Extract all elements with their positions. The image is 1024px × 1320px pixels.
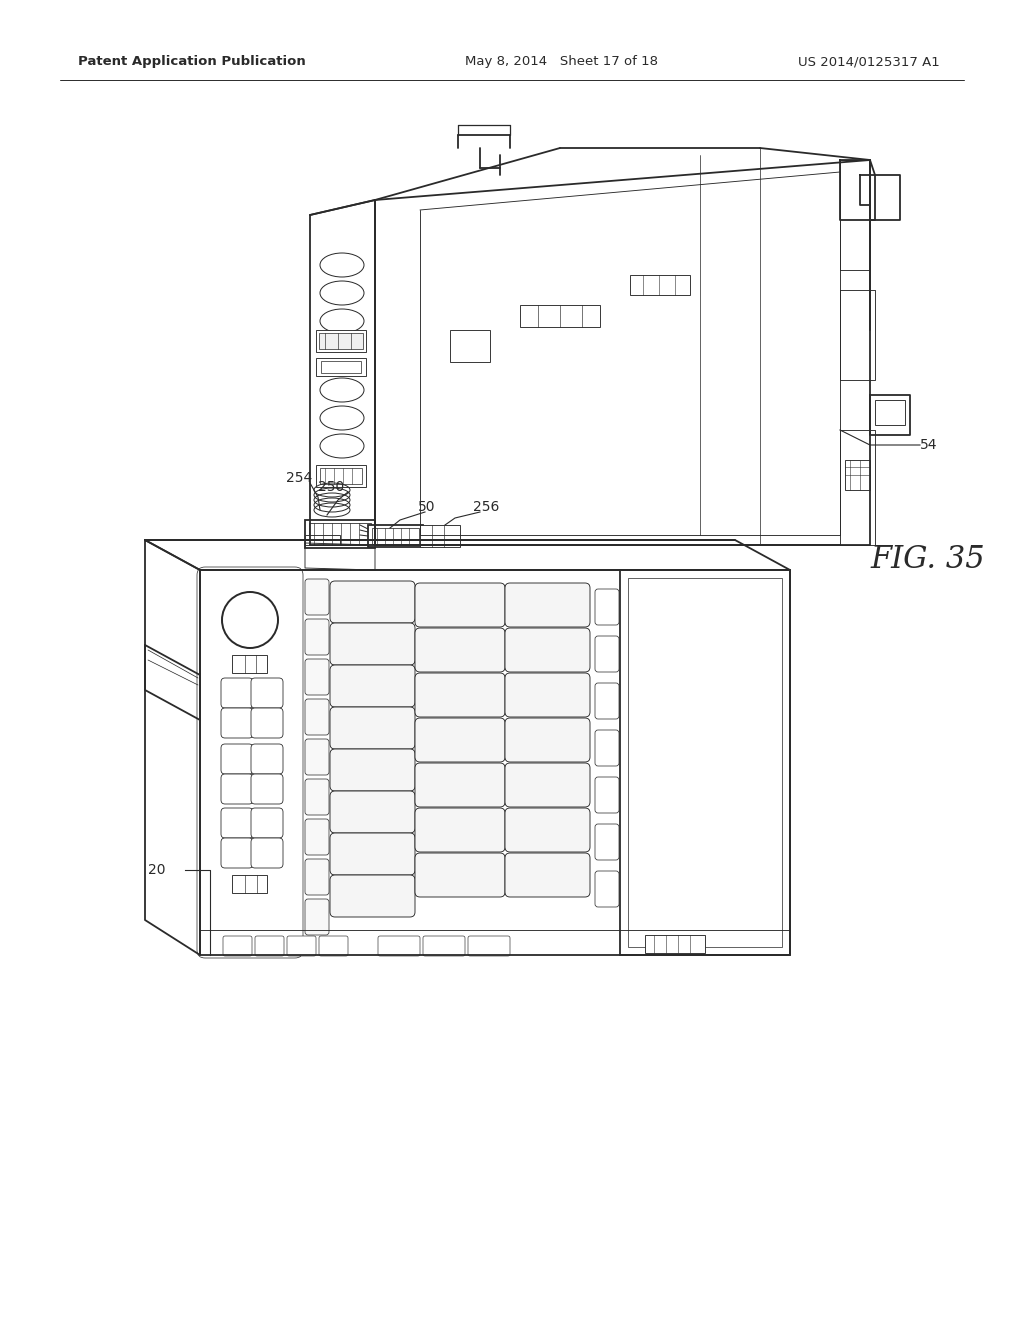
Bar bbox=[316, 358, 366, 376]
FancyBboxPatch shape bbox=[505, 853, 590, 898]
FancyBboxPatch shape bbox=[221, 744, 253, 774]
Text: 254: 254 bbox=[286, 471, 312, 484]
Bar bbox=[232, 875, 267, 894]
FancyBboxPatch shape bbox=[330, 791, 415, 833]
FancyBboxPatch shape bbox=[330, 708, 415, 748]
FancyBboxPatch shape bbox=[251, 838, 283, 869]
FancyBboxPatch shape bbox=[595, 682, 618, 719]
FancyBboxPatch shape bbox=[595, 636, 618, 672]
Bar bbox=[874, 400, 905, 425]
FancyBboxPatch shape bbox=[595, 589, 618, 624]
FancyBboxPatch shape bbox=[415, 763, 505, 807]
Bar bbox=[372, 528, 419, 544]
Text: 256: 256 bbox=[473, 500, 500, 513]
FancyBboxPatch shape bbox=[305, 619, 329, 655]
FancyBboxPatch shape bbox=[330, 581, 415, 623]
Text: 50: 50 bbox=[418, 500, 435, 513]
FancyBboxPatch shape bbox=[505, 718, 590, 762]
FancyBboxPatch shape bbox=[595, 777, 618, 813]
Text: US 2014/0125317 A1: US 2014/0125317 A1 bbox=[799, 55, 940, 69]
Bar bbox=[450, 330, 490, 362]
FancyBboxPatch shape bbox=[223, 936, 252, 956]
Text: May 8, 2014   Sheet 17 of 18: May 8, 2014 Sheet 17 of 18 bbox=[465, 55, 658, 69]
Text: Patent Application Publication: Patent Application Publication bbox=[78, 55, 306, 69]
FancyBboxPatch shape bbox=[595, 871, 618, 907]
FancyBboxPatch shape bbox=[251, 744, 283, 774]
FancyBboxPatch shape bbox=[287, 936, 316, 956]
FancyBboxPatch shape bbox=[330, 833, 415, 875]
FancyBboxPatch shape bbox=[305, 859, 329, 895]
Bar bbox=[316, 330, 366, 352]
FancyBboxPatch shape bbox=[330, 748, 415, 791]
FancyBboxPatch shape bbox=[251, 774, 283, 804]
Bar bbox=[620, 570, 790, 954]
FancyBboxPatch shape bbox=[197, 568, 303, 958]
Bar bbox=[368, 525, 423, 546]
FancyBboxPatch shape bbox=[221, 678, 253, 708]
Text: FIG. 35: FIG. 35 bbox=[870, 544, 985, 576]
Bar bbox=[630, 275, 690, 294]
Text: 20: 20 bbox=[148, 863, 166, 876]
Bar bbox=[232, 655, 267, 673]
FancyBboxPatch shape bbox=[378, 936, 420, 956]
Bar bbox=[305, 535, 340, 545]
Bar bbox=[645, 935, 705, 953]
FancyBboxPatch shape bbox=[468, 936, 510, 956]
FancyBboxPatch shape bbox=[415, 808, 505, 851]
Bar bbox=[628, 578, 782, 946]
FancyBboxPatch shape bbox=[221, 808, 253, 838]
FancyBboxPatch shape bbox=[221, 838, 253, 869]
FancyBboxPatch shape bbox=[330, 875, 415, 917]
FancyBboxPatch shape bbox=[305, 779, 329, 814]
Bar bbox=[319, 333, 362, 348]
Text: 54: 54 bbox=[920, 438, 938, 451]
FancyBboxPatch shape bbox=[305, 700, 329, 735]
Bar bbox=[319, 469, 362, 484]
FancyBboxPatch shape bbox=[505, 763, 590, 807]
FancyBboxPatch shape bbox=[595, 730, 618, 766]
Bar bbox=[316, 465, 366, 487]
FancyBboxPatch shape bbox=[330, 665, 415, 708]
Bar bbox=[845, 459, 870, 490]
Bar bbox=[309, 523, 371, 545]
FancyBboxPatch shape bbox=[415, 628, 505, 672]
FancyBboxPatch shape bbox=[305, 899, 329, 935]
FancyBboxPatch shape bbox=[251, 808, 283, 838]
FancyBboxPatch shape bbox=[251, 708, 283, 738]
FancyBboxPatch shape bbox=[221, 708, 253, 738]
FancyBboxPatch shape bbox=[415, 853, 505, 898]
FancyBboxPatch shape bbox=[255, 936, 284, 956]
Bar bbox=[420, 525, 460, 546]
FancyBboxPatch shape bbox=[505, 673, 590, 717]
FancyBboxPatch shape bbox=[251, 678, 283, 708]
Text: 250: 250 bbox=[318, 480, 344, 494]
FancyBboxPatch shape bbox=[415, 673, 505, 717]
FancyBboxPatch shape bbox=[423, 936, 465, 956]
FancyBboxPatch shape bbox=[505, 808, 590, 851]
Bar bbox=[321, 360, 361, 374]
FancyBboxPatch shape bbox=[305, 739, 329, 775]
FancyBboxPatch shape bbox=[319, 936, 348, 956]
FancyBboxPatch shape bbox=[221, 774, 253, 804]
FancyBboxPatch shape bbox=[305, 659, 329, 696]
Bar bbox=[200, 570, 300, 954]
Bar bbox=[305, 520, 375, 548]
Bar bbox=[520, 305, 600, 327]
FancyBboxPatch shape bbox=[305, 818, 329, 855]
FancyBboxPatch shape bbox=[415, 583, 505, 627]
FancyBboxPatch shape bbox=[505, 583, 590, 627]
FancyBboxPatch shape bbox=[305, 579, 329, 615]
FancyBboxPatch shape bbox=[330, 623, 415, 665]
FancyBboxPatch shape bbox=[415, 718, 505, 762]
FancyBboxPatch shape bbox=[505, 628, 590, 672]
FancyBboxPatch shape bbox=[595, 824, 618, 861]
